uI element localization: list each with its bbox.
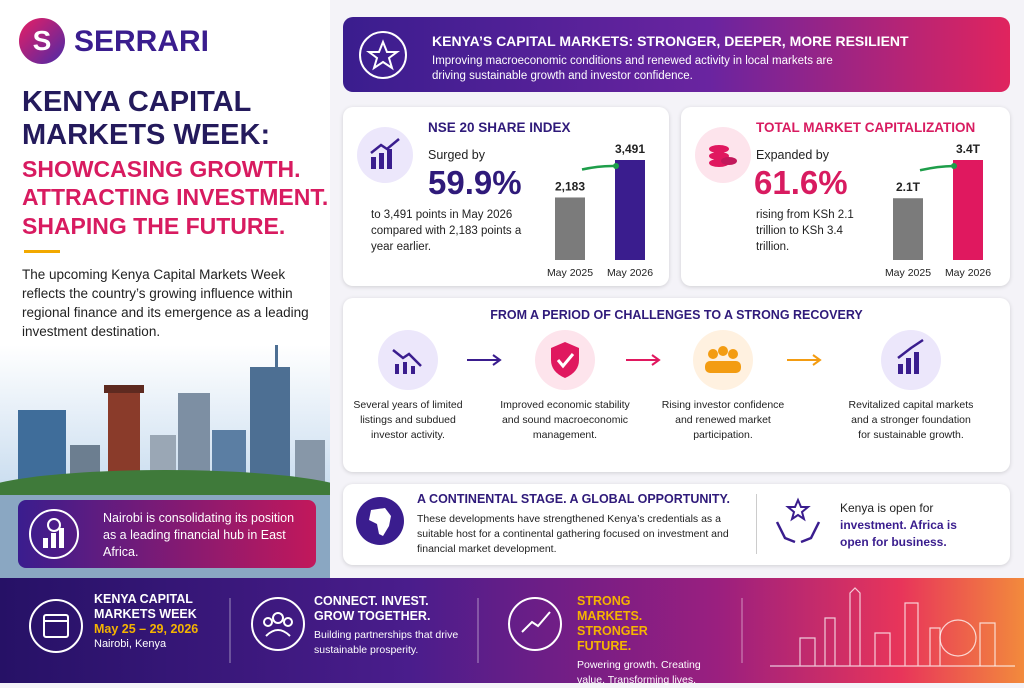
- hero-title: KENYA CAPITAL MARKETS WEEK:: [22, 86, 271, 151]
- value-label: 3.4T: [956, 142, 981, 156]
- footer-title: CONNECT. INVEST. GROW TOGETHER.: [314, 594, 431, 623]
- footer-title: STRONG MARKETS. STRONGER FUTURE.: [577, 594, 648, 653]
- arrow-head: [951, 163, 957, 169]
- recovery-title: FROM A PERIOD OF CHALLENGES TO A STRONG …: [490, 308, 863, 322]
- footer-title: KENYA CAPITAL MARKETS WEEK: [94, 592, 197, 621]
- arrow-head: [613, 163, 619, 169]
- footer-block: CONNECT. INVEST. GROW TOGETHER. Building …: [314, 594, 474, 658]
- footer-text: Powering growth. Creating value. Transfo…: [577, 659, 701, 686]
- logo-mark: S: [19, 18, 65, 64]
- continental-text: These developments have strengthened Ken…: [417, 513, 729, 555]
- card-figure: 59.9%: [428, 164, 522, 201]
- footer-text: Building partnerships that drive sustain…: [314, 629, 459, 656]
- divider: [24, 250, 60, 253]
- step-text: Rising investor confidence and renewed m…: [661, 399, 785, 441]
- footer-graphics: [29, 587, 1015, 667]
- footer-place: Nairobi, Kenya: [94, 638, 167, 650]
- category-label: May 2025: [885, 267, 931, 279]
- continental-title: A CONTINENTAL STAGE. A GLOBAL OPPORTUNIT…: [417, 492, 730, 506]
- category-label: May 2026: [945, 267, 991, 279]
- hands-icon: [775, 497, 821, 544]
- step-text: Revitalized capital markets and a strong…: [848, 399, 974, 441]
- category-label: May 2025: [547, 267, 593, 279]
- callout: Nairobi is consolidating its position as…: [103, 511, 295, 559]
- card-title: NSE 20 SHARE INDEX: [428, 120, 571, 135]
- trend-arrow: [581, 164, 617, 171]
- card-figure: 61.6%: [754, 164, 848, 201]
- brand: SERRARI: [74, 25, 210, 58]
- tagline: SHAPING THE FUTURE.: [22, 213, 286, 239]
- trend-arrow: [919, 164, 955, 172]
- banner-text: Improving macroeconomic conditions and r…: [432, 55, 833, 82]
- value-label: 2.1T: [896, 180, 921, 194]
- card-text: rising from KSh 2.1 trillion to KSh 3.4 …: [756, 209, 854, 253]
- footer-date: May 25 – 29, 2026: [94, 622, 199, 636]
- aside-text: Kenya is open for: [840, 501, 934, 515]
- icon: [695, 127, 751, 183]
- value-label: 3,491: [615, 142, 645, 156]
- footer-block: KENYA CAPITAL MARKETS WEEK May 25 – 29, 2…: [94, 592, 224, 652]
- stat-card: NSE 20 SHARE INDEX Surged by 59.9% to 3,…: [343, 107, 669, 286]
- tagline: SHOWCASING GROWTH.: [22, 156, 301, 182]
- card-lead: Expanded by: [756, 148, 829, 162]
- intro: The upcoming Kenya Capital Markets Week …: [22, 267, 309, 339]
- continental-card: A CONTINENTAL STAGE. A GLOBAL OPPORTUNIT…: [343, 484, 1010, 565]
- banner-icon: [359, 31, 407, 79]
- card-title: TOTAL MARKET CAPITALIZATION: [756, 120, 976, 135]
- bar: [615, 160, 645, 260]
- recovery-icons: [378, 330, 941, 390]
- recovery-card: FROM A PERIOD OF CHALLENGES TO A STRONG …: [343, 298, 1010, 472]
- tagline: ATTRACTING INVESTMENT.: [22, 184, 329, 210]
- icon: [357, 127, 413, 183]
- bar: [555, 197, 585, 260]
- africa-icon: [356, 497, 404, 545]
- continental-aside: Kenya is open for investment. Africa is …: [840, 500, 980, 551]
- svg-text:S: S: [33, 25, 52, 56]
- separator: [756, 494, 757, 554]
- bar: [953, 160, 983, 260]
- callout-box: [18, 500, 316, 568]
- banner: [343, 17, 1010, 92]
- card-text: to 3,491 points in May 2026 compared wit…: [371, 209, 522, 253]
- aside-highlight: investment. Africa is open for business.: [840, 518, 957, 549]
- step-text: Improved economic stability and sound ma…: [500, 399, 630, 441]
- category-label: May 2026: [607, 267, 653, 279]
- value-label: 2,183: [555, 179, 585, 193]
- mini-chart: 2,183 May 2025 3,491 May 2026: [547, 142, 653, 279]
- step-text: Several years of limited listings and su…: [353, 399, 463, 441]
- stat-card: TOTAL MARKET CAPITALIZATION Expanded by …: [681, 107, 1010, 286]
- bar: [893, 198, 923, 260]
- banner-title: KENYA’S CAPITAL MARKETS: STRONGER, DEEPE…: [432, 33, 909, 49]
- card-lead: Surged by: [428, 148, 485, 162]
- mini-chart: 2.1T May 2025 3.4T May 2026: [885, 142, 991, 279]
- footer-block: STRONG MARKETS. STRONGER FUTURE. Powering…: [577, 594, 737, 688]
- callout-icon: [29, 509, 79, 559]
